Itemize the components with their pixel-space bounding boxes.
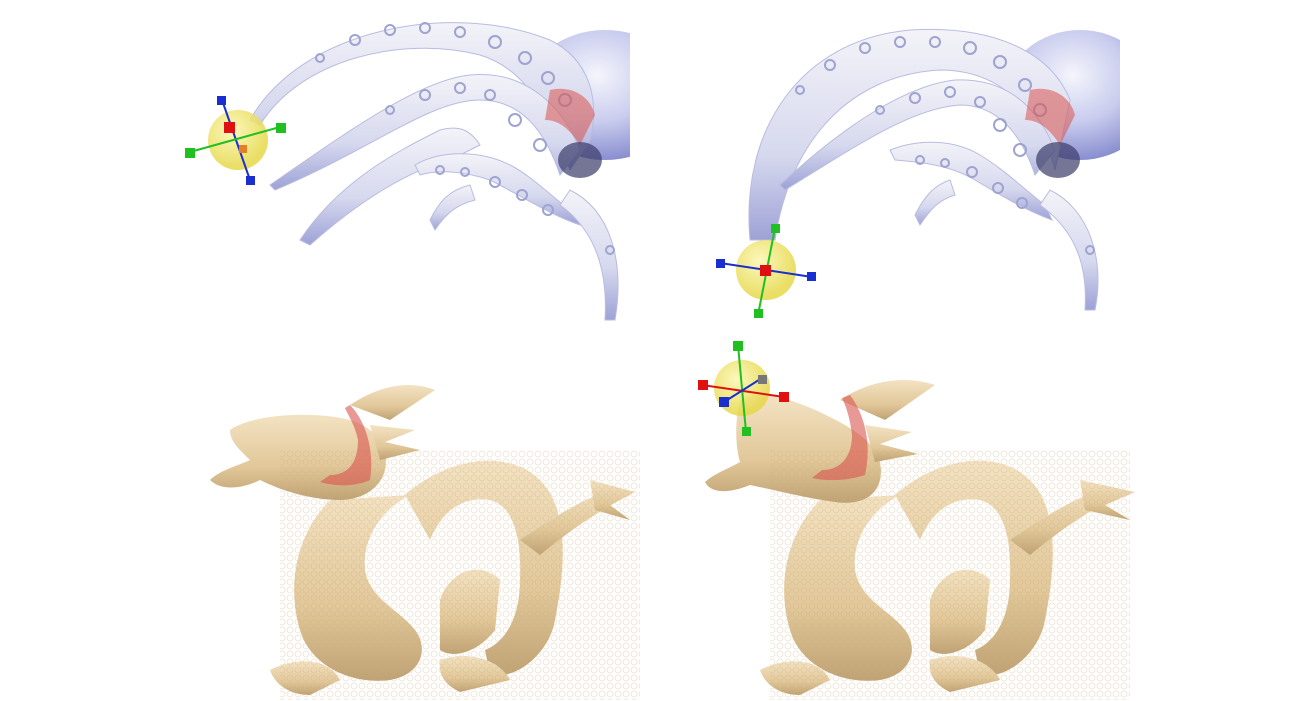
octopus-mesh-deformed [716,28,1120,318]
dragon-before-panel [190,330,660,701]
octopus-tentacle-5 [1039,189,1099,311]
octopus-tentacle-main [748,28,1071,241]
dragon-horn [350,385,435,420]
octopus-after-panel [680,0,1120,330]
dragon-horn [840,380,935,420]
region-highlight [545,88,595,145]
dragon-mesh [210,385,640,700]
octopus-shadow [1036,142,1080,178]
manipulator-handle-icon[interactable] [185,96,286,185]
octopus-shadow [558,142,602,178]
octopus-suckers [315,22,615,255]
manipulator-handle-icon[interactable] [698,341,789,436]
dragon-mesh-deformed [698,341,1135,700]
region-highlight [1025,88,1075,145]
octopus-tentacle-4 [414,153,582,226]
octopus-mesh [185,22,630,321]
dragon-after-panel [680,330,1160,701]
dragon-scales-texture [770,450,1130,700]
octopus-tentacle-5 [559,189,619,321]
octopus-tentacle-6 [429,184,476,231]
octopus-before-panel [150,0,630,330]
region-highlight [812,395,868,481]
octopus-tentacle-main [249,22,595,172]
manipulator-handle-icon[interactable] [716,224,816,318]
region-highlight [320,405,372,486]
octopus-tentacle-6 [914,179,956,226]
dragon-scales-texture [280,450,640,700]
